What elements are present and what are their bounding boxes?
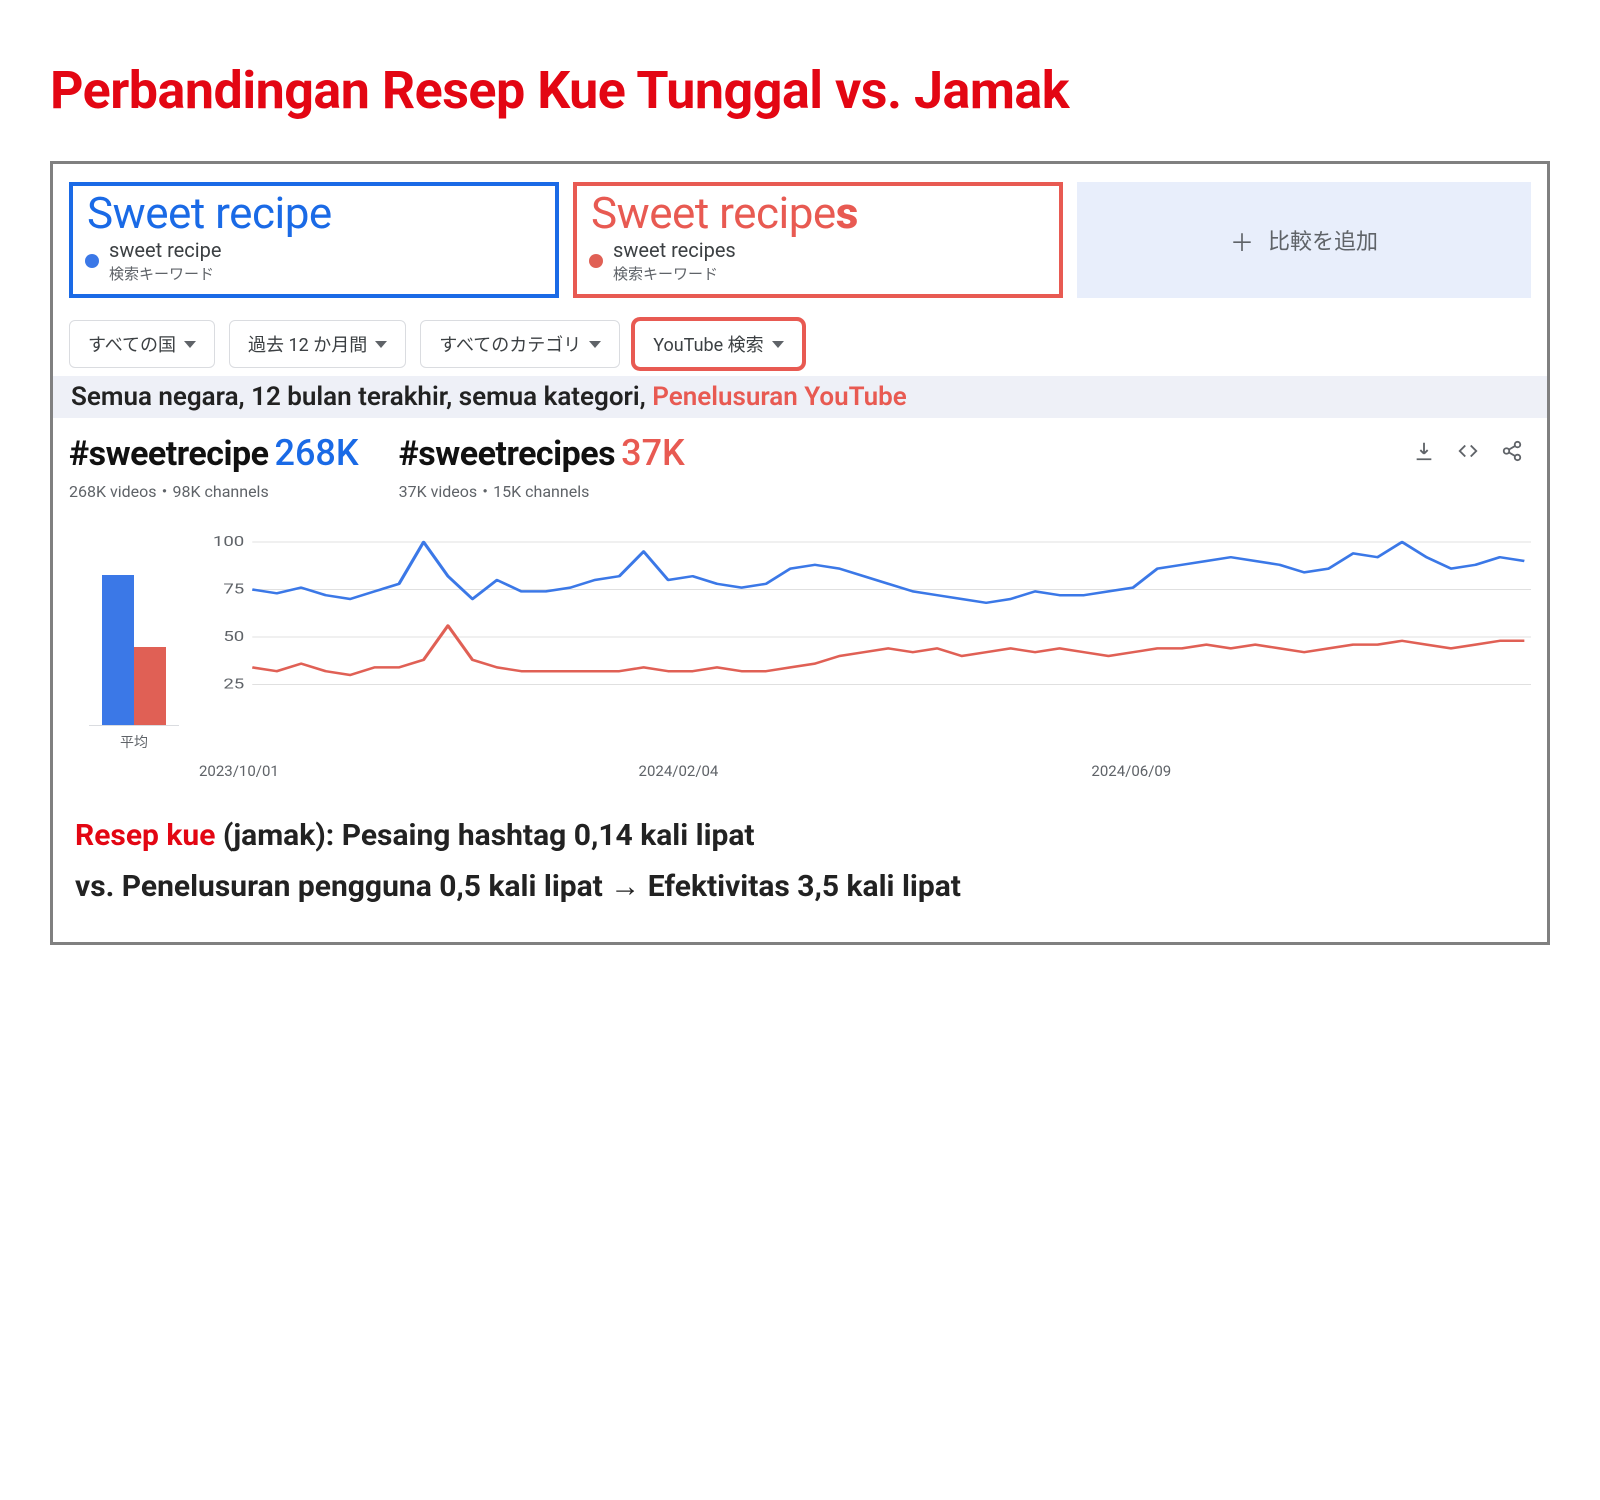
dot-red-icon — [589, 254, 603, 268]
filter-search-type-label: YouTube 検索 — [653, 331, 763, 357]
term-a-text: sweet recipe — [109, 238, 221, 262]
download-icon[interactable] — [1413, 440, 1435, 462]
compare-term-a[interactable]: Sweet recipe sweet recipe 検索キーワード — [69, 182, 559, 298]
svg-text:50: 50 — [223, 629, 244, 645]
term-b-type: 検索キーワード — [613, 263, 736, 284]
filter-row: すべての国 過去 12 か月間 すべてのカテゴリ YouTube 検索 — [69, 320, 1531, 368]
hashtag-a-sub: 268K videos・98K channels — [69, 478, 359, 502]
filter-country-label: すべての国 — [88, 331, 176, 357]
trends-panel: Sweet recipe sweet recipe 検索キーワード Sweet … — [50, 161, 1550, 945]
add-compare-button[interactable]: ＋ 比較を追加 — [1077, 182, 1531, 298]
avg-bar-a — [102, 575, 134, 725]
page-title: Perbandingan Resep Kue Tunggal vs. Jamak — [50, 60, 1550, 121]
share-icon[interactable] — [1501, 440, 1523, 462]
chevron-down-icon — [375, 341, 387, 348]
dot-blue-icon — [85, 254, 99, 268]
hashtag-b-count: 37K — [621, 432, 685, 474]
filter-period[interactable]: 過去 12 か月間 — [229, 320, 406, 368]
x-label-0: 2023/10/01 — [199, 762, 639, 780]
compare-term-b[interactable]: Sweet recipes sweet recipes 検索キーワード — [573, 182, 1063, 298]
embed-icon[interactable] — [1457, 440, 1479, 462]
svg-text:25: 25 — [223, 677, 244, 693]
x-label-1: 2024/02/04 — [639, 762, 1092, 780]
term-b-text: sweet recipes — [613, 238, 736, 262]
hashtag-a: #sweetrecipe 268K 268K videos・98K channe… — [69, 432, 359, 502]
hashtag-b: #sweetrecipes 37K 37K videos・15K channel… — [399, 432, 685, 502]
avg-label: 平均 — [120, 732, 148, 752]
chart-area: 平均 100 75 50 25 — [69, 532, 1531, 752]
chart-actions — [1413, 440, 1523, 462]
add-compare-label: 比較を追加 — [1268, 224, 1378, 256]
filter-country[interactable]: すべての国 — [69, 320, 215, 368]
compare-row: Sweet recipe sweet recipe 検索キーワード Sweet … — [69, 182, 1531, 298]
hashtag-a-count: 268K — [275, 432, 359, 474]
filter-caption: Semua negara, 12 bulan terakhir, semua k… — [53, 376, 1547, 418]
avg-bars — [89, 536, 179, 726]
filter-category[interactable]: すべてのカテゴリ — [420, 320, 620, 368]
chevron-down-icon — [589, 341, 601, 348]
hashtag-a-tag: #sweetrecipe — [69, 434, 269, 474]
filter-category-label: すべてのカテゴリ — [439, 331, 581, 357]
svg-text:75: 75 — [223, 582, 244, 598]
plus-icon: ＋ — [1230, 223, 1254, 258]
avg-bar-b — [134, 647, 166, 725]
chevron-down-icon — [772, 341, 784, 348]
x-axis-labels: 2023/10/01 2024/02/04 2024/06/09 — [199, 762, 1531, 780]
hashtag-b-sub: 37K videos・15K channels — [399, 478, 685, 502]
svg-text:100: 100 — [213, 534, 244, 550]
chevron-down-icon — [184, 341, 196, 348]
hashtag-b-tag: #sweetrecipes — [399, 434, 615, 474]
filter-search-type[interactable]: YouTube 検索 — [634, 320, 802, 368]
avg-column: 平均 — [69, 532, 199, 752]
term-a-big: Sweet recipe — [87, 190, 541, 236]
line-chart: 100 75 50 25 — [199, 532, 1531, 752]
x-label-2: 2024/06/09 — [1091, 762, 1531, 780]
filter-period-label: 過去 12 か月間 — [248, 331, 367, 357]
term-b-big: Sweet recipes — [591, 190, 1045, 236]
summary-text: Resep kue (jamak): Pesaing hashtag 0,14 … — [69, 810, 1531, 912]
hashtag-row: #sweetrecipe 268K 268K videos・98K channe… — [69, 432, 1531, 502]
term-a-type: 検索キーワード — [109, 263, 221, 284]
